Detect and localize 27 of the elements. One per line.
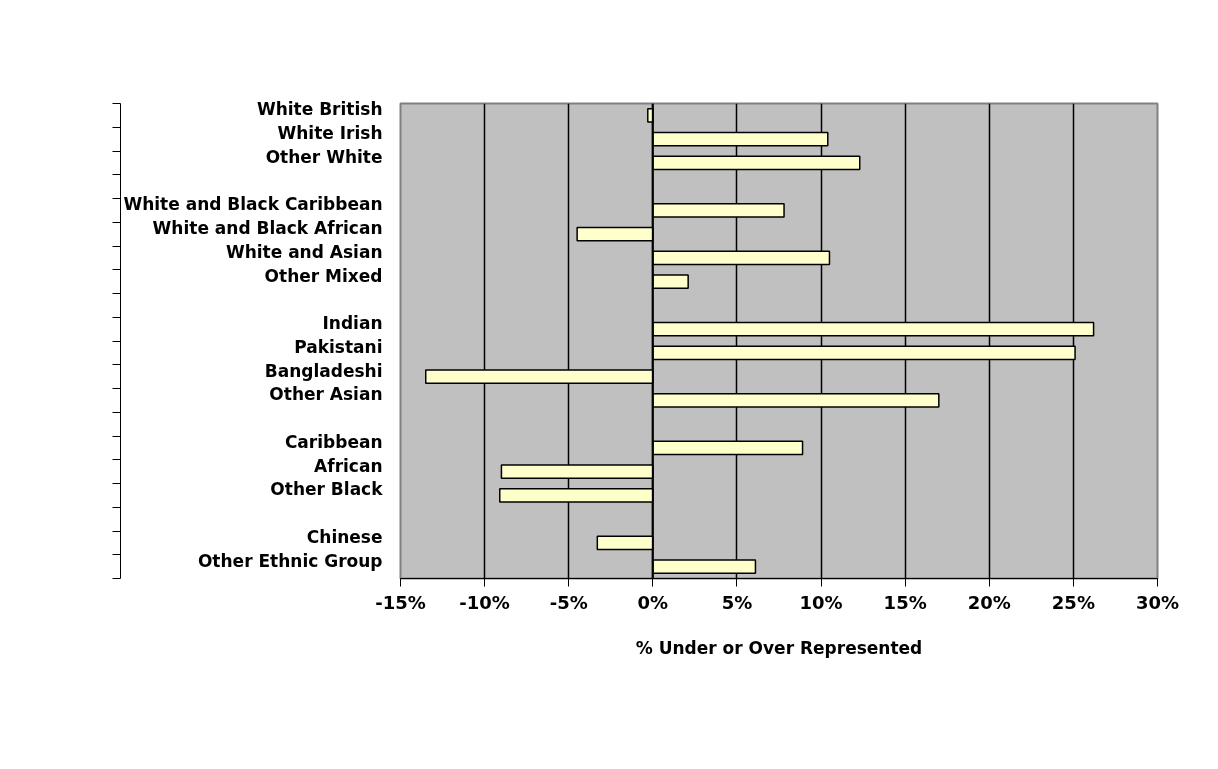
y-tick-label: White and Black Caribbean [123,194,383,215]
y-tick-label: Other Black [270,479,384,500]
y-tick-label: Pakistani [294,336,383,357]
y-tick-label: Bangladeshi [264,360,383,381]
y-tick-label: White British [256,99,383,120]
x-tick-label: -15% [375,591,426,613]
y-tick-label: African [314,455,383,476]
x-tick-label: 30% [1135,591,1180,613]
x-tick-label: 20% [967,591,1011,613]
y-tick-label: Indian [322,313,383,334]
y-tick-label: Caribbean [284,431,383,452]
x-tick-label: 25% [1051,591,1095,613]
y-tick-label: White Irish [277,123,383,144]
x-tick-label: 5% [721,591,753,613]
x-tick-label: -10% [459,591,510,613]
x-tick-label: -5% [549,591,588,613]
x-tick-label: 0% [637,591,669,613]
x-tick-label: 15% [883,591,927,613]
x-axis-title: % Under or Over Represented [635,637,923,658]
x-tick-label: 10% [799,591,843,613]
y-tick-label: Other White [265,146,383,167]
y-tick-label: Chinese [306,526,383,547]
y-tick-label: Other Asian [269,384,383,405]
y-tick-label: White and Black African [152,218,383,239]
y-tick-label: Other Ethnic Group [197,550,383,571]
y-tick-label: Other Mixed [264,265,383,286]
y-tick-label: White and Asian [225,241,383,262]
